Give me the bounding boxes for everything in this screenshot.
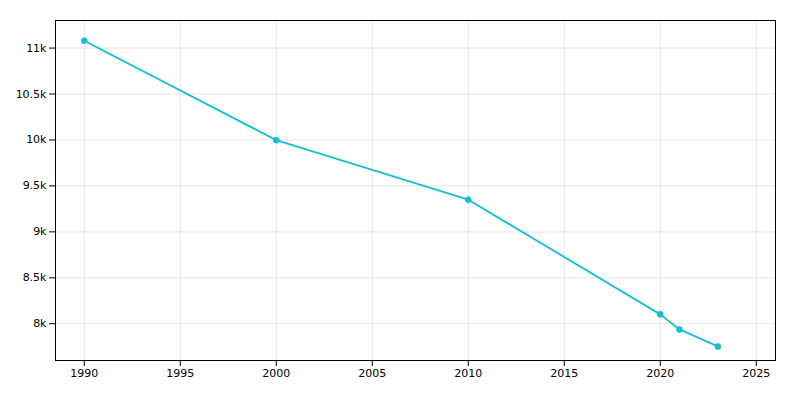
svg-text:2010: 2010 xyxy=(454,367,482,380)
svg-text:9k: 9k xyxy=(33,225,47,238)
svg-text:10.5k: 10.5k xyxy=(16,88,47,101)
svg-text:2020: 2020 xyxy=(646,367,674,380)
svg-text:8k: 8k xyxy=(33,317,47,330)
svg-text:11k: 11k xyxy=(26,42,47,55)
svg-text:2005: 2005 xyxy=(358,367,386,380)
svg-text:10k: 10k xyxy=(26,133,47,146)
svg-text:1990: 1990 xyxy=(70,367,98,380)
svg-text:8.5k: 8.5k xyxy=(23,271,47,284)
svg-text:2025: 2025 xyxy=(742,367,770,380)
svg-text:1995: 1995 xyxy=(166,367,194,380)
svg-text:2000: 2000 xyxy=(262,367,290,380)
svg-text:2015: 2015 xyxy=(550,367,578,380)
svg-text:9.5k: 9.5k xyxy=(23,179,47,192)
